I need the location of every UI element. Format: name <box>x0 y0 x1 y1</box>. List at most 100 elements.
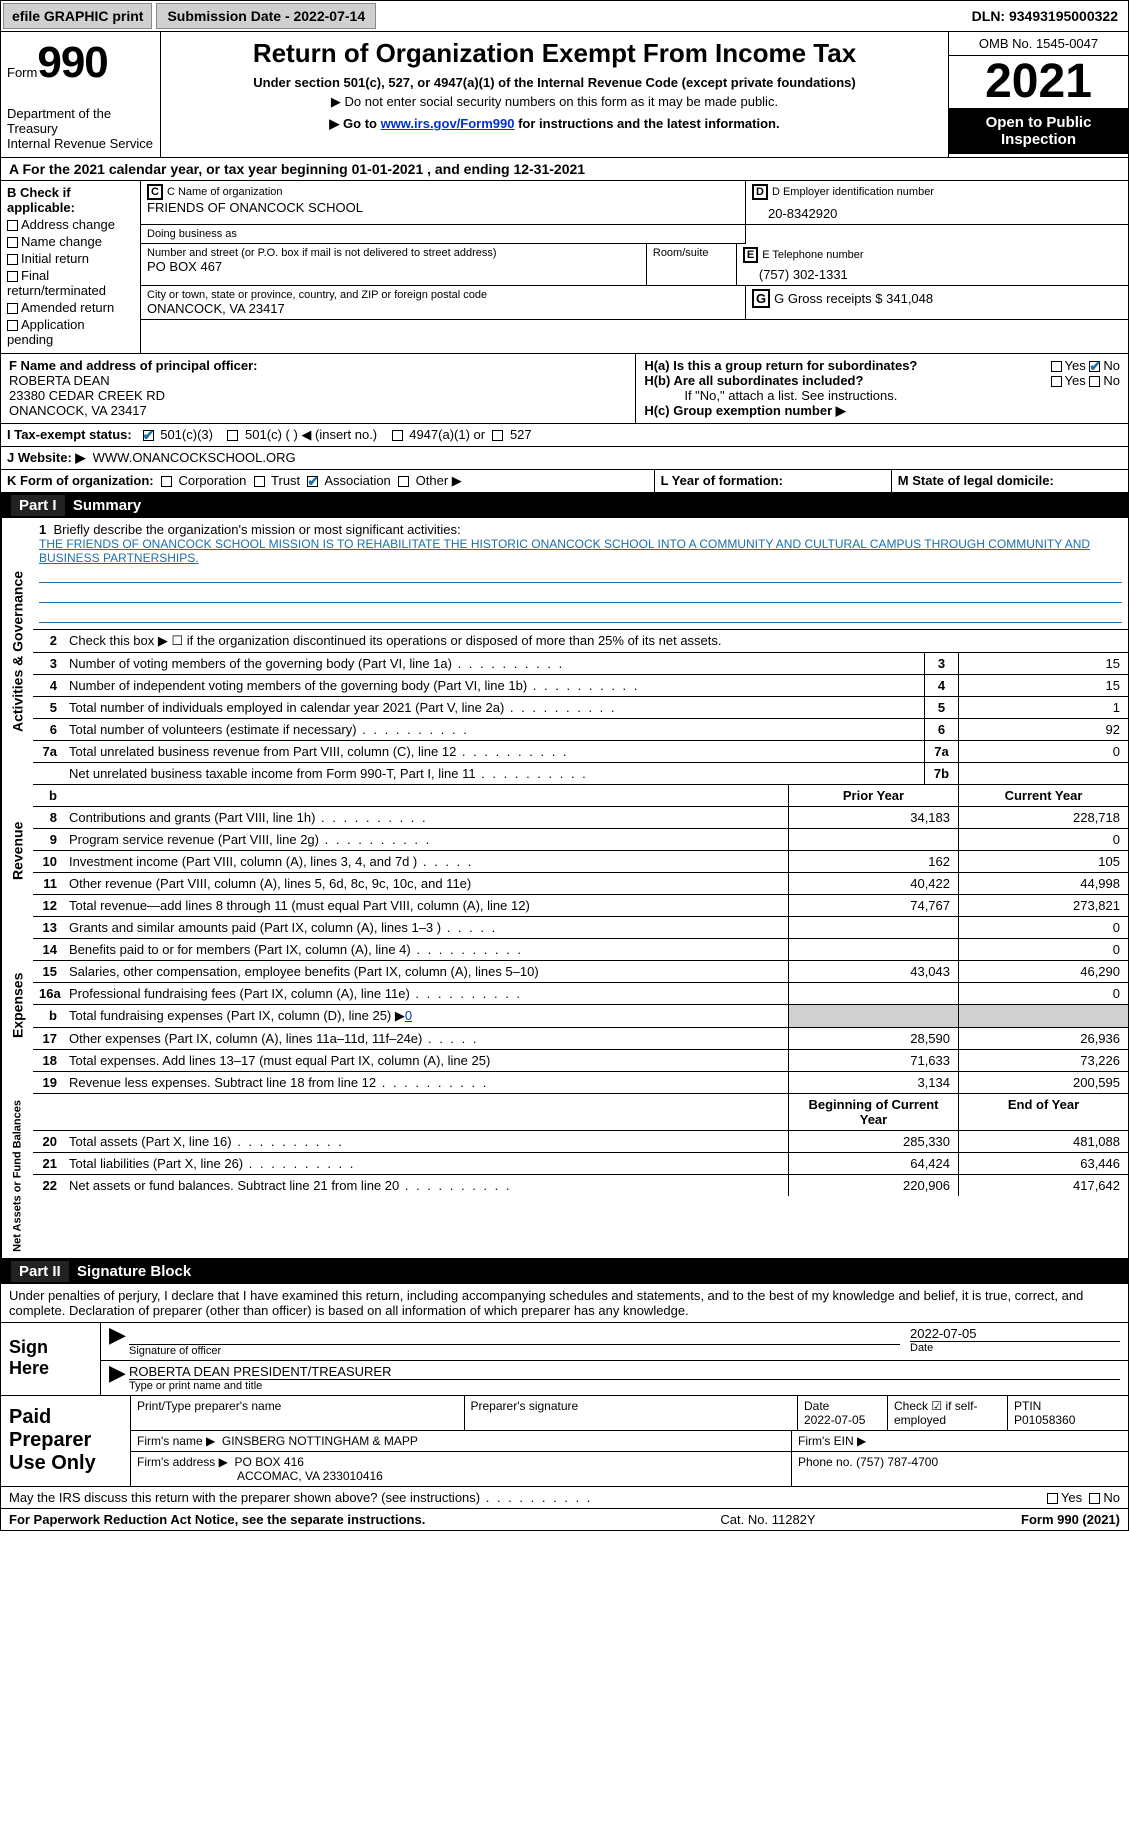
line-7b-val <box>958 763 1128 784</box>
amended-return-checkbox[interactable] <box>7 303 18 314</box>
line-17-cy: 26,936 <box>958 1028 1128 1049</box>
line-14-py <box>788 939 958 960</box>
ein: 20-8342920 <box>752 200 1122 221</box>
line-11-py: 40,422 <box>788 873 958 894</box>
final-return-checkbox[interactable] <box>7 271 18 282</box>
discuss-no-checkbox[interactable] <box>1089 1493 1100 1504</box>
street-address: PO BOX 467 <box>147 259 640 274</box>
firm-addr: PO BOX 416 <box>235 1455 304 1469</box>
org-name: FRIENDS OF ONANCOCK SCHOOL <box>147 200 739 215</box>
name-change-checkbox[interactable] <box>7 237 18 248</box>
gross-receipts: 341,048 <box>886 291 933 306</box>
sig-date: 2022-07-05 <box>910 1326 1120 1341</box>
line-15-py: 43,043 <box>788 961 958 982</box>
form-subtitle-1: Under section 501(c), 527, or 4947(a)(1)… <box>169 75 940 90</box>
line-20-cy: 481,088 <box>958 1131 1128 1152</box>
activities-governance-section: Activities & Governance 1 Briefly descri… <box>0 518 1129 785</box>
vtab-revenue: Revenue <box>1 785 33 917</box>
arrow-icon: ▶ <box>109 1326 129 1357</box>
top-toolbar: efile GRAPHIC print Submission Date - 20… <box>0 0 1129 32</box>
ha-yes-checkbox[interactable] <box>1051 361 1062 372</box>
form-number-footer: Form 990 (2021) <box>1021 1512 1120 1527</box>
line-10-cy: 105 <box>958 851 1128 872</box>
signature-block: Under penalties of perjury, I declare th… <box>0 1284 1129 1509</box>
line-18-cy: 73,226 <box>958 1050 1128 1071</box>
4947-checkbox[interactable] <box>392 430 403 441</box>
vtab-expenses: Expenses <box>1 917 33 1094</box>
penalty-statement: Under penalties of perjury, I declare th… <box>1 1284 1128 1323</box>
line-16a-py <box>788 983 958 1004</box>
line-4-val: 15 <box>958 675 1128 696</box>
form-subtitle-3: ▶ Go to www.irs.gov/Form990 for instruct… <box>169 116 940 132</box>
address-change-checkbox[interactable] <box>7 220 18 231</box>
line-9-py <box>788 829 958 850</box>
line-12-py: 74,767 <box>788 895 958 916</box>
trust-checkbox[interactable] <box>254 476 265 487</box>
line-5-val: 1 <box>958 697 1128 718</box>
hb-no-checkbox[interactable] <box>1089 376 1100 387</box>
line-a-calendar-year: A For the 2021 calendar year, or tax yea… <box>0 158 1129 181</box>
line-15-cy: 46,290 <box>958 961 1128 982</box>
501c3-checkbox[interactable] <box>143 430 154 441</box>
omb-number: OMB No. 1545-0047 <box>949 32 1128 56</box>
form-subtitle-2: ▶ Do not enter social security numbers o… <box>169 94 940 110</box>
part-1-header: Part I Summary <box>0 493 1129 518</box>
phone: (757) 302-1331 <box>743 263 1122 282</box>
website-url: WWW.ONANCOCKSCHOOL.ORG <box>93 450 296 465</box>
ptin: P01058360 <box>1014 1413 1075 1427</box>
officer-addr1: 23380 CEDAR CREEK RD <box>9 388 627 403</box>
line-17-py: 28,590 <box>788 1028 958 1049</box>
fundraising-link[interactable]: 0 <box>405 1008 412 1023</box>
line-f-h: F Name and address of principal officer:… <box>0 354 1129 424</box>
col-b-checkboxes: B Check if applicable: Address change Na… <box>1 181 141 353</box>
paid-preparer-label: Paid Preparer Use Only <box>1 1396 131 1486</box>
officer-sig-name: ROBERTA DEAN PRESIDENT/TREASURER <box>129 1364 1120 1379</box>
expenses-section: Expenses 13Grants and similar amounts pa… <box>0 917 1129 1094</box>
line-11-cy: 44,998 <box>958 873 1128 894</box>
501c-checkbox[interactable] <box>227 430 238 441</box>
mission-text: THE FRIENDS OF ONANCOCK SCHOOL MISSION I… <box>39 537 1122 565</box>
line-13-cy: 0 <box>958 917 1128 938</box>
city-state-zip: ONANCOCK, VA 23417 <box>147 301 739 316</box>
form-label: Form <box>7 65 37 80</box>
other-checkbox[interactable] <box>398 476 409 487</box>
firm-addr2: ACCOMAC, VA 233010416 <box>137 1469 383 1483</box>
initial-return-checkbox[interactable] <box>7 254 18 265</box>
form-number: 990 <box>37 38 107 87</box>
line-6-val: 92 <box>958 719 1128 740</box>
line-18-py: 71,633 <box>788 1050 958 1071</box>
officer-addr2: ONANCOCK, VA 23417 <box>9 403 627 418</box>
application-pending-checkbox[interactable] <box>7 320 18 331</box>
efile-print-button[interactable]: efile GRAPHIC print <box>3 3 152 29</box>
line-8-cy: 228,718 <box>958 807 1128 828</box>
officer-name: ROBERTA DEAN <box>9 373 627 388</box>
dln-number: DLN: 93493195000322 <box>962 4 1128 28</box>
revenue-section: Revenue bPrior YearCurrent Year 8Contrib… <box>0 785 1129 917</box>
line-21-py: 64,424 <box>788 1153 958 1174</box>
discuss-yes-checkbox[interactable] <box>1047 1493 1058 1504</box>
line-21-cy: 63,446 <box>958 1153 1128 1174</box>
line-j-website: J Website: ▶ WWW.ONANCOCKSCHOOL.ORG <box>0 447 1129 470</box>
line-16a-cy: 0 <box>958 983 1128 1004</box>
firm-name: GINSBERG NOTTINGHAM & MAPP <box>222 1434 418 1448</box>
line-19-cy: 200,595 <box>958 1072 1128 1093</box>
line-13-py <box>788 917 958 938</box>
line-19-py: 3,134 <box>788 1072 958 1093</box>
vtab-activities: Activities & Governance <box>1 518 33 785</box>
assoc-checkbox[interactable] <box>307 476 318 487</box>
ha-no-checkbox[interactable] <box>1089 361 1100 372</box>
line-22-py: 220,906 <box>788 1175 958 1196</box>
line-k-l-m: K Form of organization: Corporation Trus… <box>0 470 1129 493</box>
line-10-py: 162 <box>788 851 958 872</box>
dept-treasury: Department of the Treasury Internal Reve… <box>7 106 154 151</box>
irs-link[interactable]: www.irs.gov/Form990 <box>381 116 515 131</box>
hb-yes-checkbox[interactable] <box>1051 376 1062 387</box>
line-20-py: 285,330 <box>788 1131 958 1152</box>
prep-date: 2022-07-05 <box>804 1413 865 1427</box>
part-2-header: Part II Signature Block <box>0 1259 1129 1284</box>
527-checkbox[interactable] <box>492 430 503 441</box>
line-3-val: 15 <box>958 653 1128 674</box>
vtab-net-assets: Net Assets or Fund Balances <box>1 1094 33 1258</box>
form-header: Form990 Department of the Treasury Inter… <box>0 32 1129 158</box>
corp-checkbox[interactable] <box>161 476 172 487</box>
